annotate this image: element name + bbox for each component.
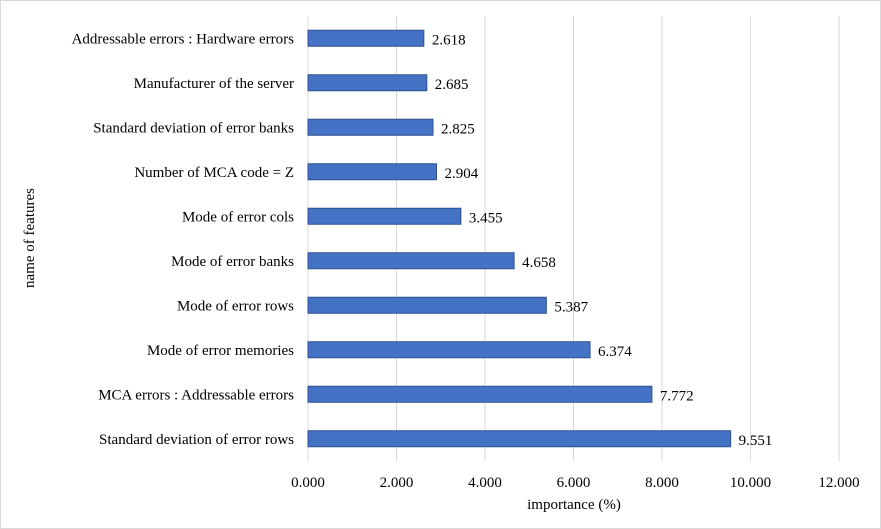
category-label: Mode of error banks	[171, 254, 294, 270]
category-label: Mode of error rows	[177, 298, 294, 314]
data-label: 2.825	[441, 121, 475, 137]
category-label: Addressable errors : Hardware errors	[72, 31, 295, 47]
bar	[307, 163, 438, 181]
x-tick-label: 12.000	[818, 475, 859, 491]
data-label: 2.685	[435, 77, 469, 93]
x-tick-label: 4.000	[468, 475, 502, 491]
x-tick-label: 8.000	[645, 475, 679, 491]
bar	[307, 118, 434, 136]
data-label: 7.772	[660, 388, 694, 404]
bar	[307, 74, 428, 92]
x-tick-label: 0.000	[291, 475, 325, 491]
bar-layer	[307, 29, 732, 448]
data-label: 3.455	[469, 210, 503, 226]
category-label: Mode of error memories	[147, 343, 294, 359]
data-label: 9.551	[739, 433, 773, 449]
category-label: Standard deviation of error rows	[99, 432, 294, 448]
x-tick-label: 6.000	[557, 475, 591, 491]
data-label: 2.904	[445, 166, 479, 182]
data-label: 2.618	[432, 32, 466, 48]
category-label: Mode of error cols	[182, 209, 294, 225]
category-label: Standard deviation of error banks	[93, 120, 294, 136]
bar	[307, 385, 653, 403]
bar	[307, 207, 462, 225]
category-label: Number of MCA code = Z	[134, 165, 294, 181]
y-axis-title: name of features	[22, 188, 38, 288]
bar	[307, 341, 591, 359]
category-label: MCA errors : Addressable errors	[98, 387, 294, 403]
bar	[307, 29, 425, 47]
x-tick-label: 10.000	[730, 475, 771, 491]
category-label: Manufacturer of the server	[134, 76, 294, 92]
bar	[307, 430, 732, 448]
bar	[307, 296, 547, 314]
x-tick-label: 2.000	[380, 475, 414, 491]
data-label: 5.387	[554, 299, 588, 315]
data-label: 4.658	[522, 255, 556, 271]
label-layer: 0.000 2.000 4.000 6.000 8.000 10.000 12.000 Add…	[72, 31, 860, 491]
x-axis-title: importance (%)	[527, 497, 621, 513]
bar	[307, 252, 515, 270]
data-label: 6.374	[598, 344, 632, 360]
